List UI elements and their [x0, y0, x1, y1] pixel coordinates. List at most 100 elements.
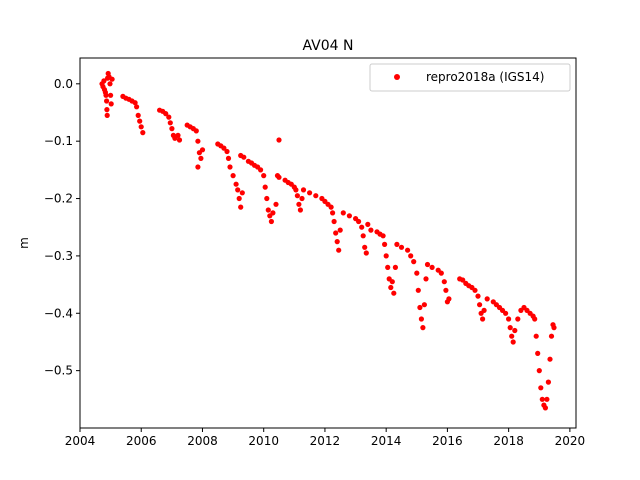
y-tick-label: −0.4 — [44, 306, 73, 320]
data-point — [446, 296, 452, 302]
x-tick-label: 2018 — [493, 434, 524, 448]
data-point — [264, 195, 270, 202]
data-point — [389, 279, 395, 285]
data-point — [532, 316, 538, 322]
y-tick-label: −0.2 — [44, 192, 73, 206]
data-point — [166, 114, 172, 120]
data-point — [548, 333, 555, 339]
data-point — [195, 164, 201, 170]
data-point — [199, 147, 206, 153]
data-point — [408, 253, 414, 259]
data-point — [261, 173, 267, 179]
data-point — [441, 279, 447, 285]
data-point — [477, 302, 483, 308]
data-point — [297, 207, 303, 213]
data-point — [368, 227, 374, 233]
chart-title: AV04 N — [303, 38, 354, 54]
data-point — [230, 173, 236, 179]
y-tick-label: 0.0 — [54, 77, 73, 91]
data-point — [108, 92, 114, 98]
data-point — [293, 187, 299, 193]
data-point — [538, 385, 544, 391]
x-tick-label: 2010 — [248, 434, 279, 448]
data-point — [227, 164, 233, 170]
data-point — [331, 218, 337, 225]
data-point — [545, 379, 552, 385]
axes-frame — [79, 57, 577, 429]
data-point — [391, 290, 397, 296]
data-point — [539, 396, 545, 402]
x-tick-label: 2006 — [126, 434, 157, 448]
data-point — [365, 221, 371, 227]
data-point — [429, 264, 435, 270]
data-point — [503, 310, 509, 316]
data-point — [333, 230, 339, 236]
data-point — [480, 316, 486, 322]
data-point — [167, 120, 173, 126]
data-point — [276, 174, 282, 180]
data-point — [388, 284, 394, 291]
data-point — [334, 239, 340, 245]
data-point — [542, 405, 549, 411]
data-point — [515, 316, 521, 322]
data-point — [236, 195, 242, 202]
data-point — [417, 304, 423, 311]
data-point — [265, 207, 271, 213]
data-point — [134, 104, 140, 110]
data-point — [294, 193, 300, 199]
data-point — [337, 227, 343, 233]
data-point — [415, 287, 421, 293]
data-point — [359, 224, 365, 230]
data-point — [137, 118, 143, 124]
data-point — [258, 167, 264, 173]
data-point — [328, 204, 334, 210]
legend: repro2018a (IGS14) — [369, 63, 571, 92]
data-point — [380, 233, 386, 239]
x-tick-label: 2020 — [555, 434, 586, 448]
data-point — [238, 204, 244, 210]
x-axis: 2004 2006 2008 2010 2012 2014 2016 2018 2020 — [65, 428, 585, 448]
data-point — [104, 112, 110, 118]
data-point — [418, 316, 424, 322]
data-point — [336, 247, 342, 253]
data-point — [195, 138, 201, 144]
data-point — [443, 287, 449, 293]
data-point — [330, 210, 336, 216]
data-point — [175, 132, 181, 138]
data-point — [163, 111, 169, 117]
data-point — [509, 333, 515, 339]
data-point — [135, 112, 141, 118]
data-point — [198, 155, 204, 161]
data-point — [414, 270, 420, 276]
data-point — [420, 325, 426, 331]
data-point — [273, 201, 279, 207]
data-point — [340, 210, 346, 216]
data-point — [296, 201, 302, 207]
data-point — [307, 190, 313, 196]
data-point — [138, 124, 144, 130]
legend-marker — [394, 74, 400, 80]
data-point — [472, 287, 478, 293]
legend-label: repro2018a (IGS14) — [426, 70, 544, 84]
data-point — [233, 181, 239, 187]
data-point — [241, 154, 247, 160]
data-point — [394, 241, 400, 247]
data-point — [512, 327, 518, 334]
data-point — [225, 155, 232, 161]
data-point — [132, 100, 138, 106]
data-point — [383, 253, 389, 259]
data-point — [544, 396, 550, 402]
data-point — [362, 244, 368, 250]
data-point — [176, 137, 183, 143]
data-point — [313, 193, 319, 199]
data-point — [507, 325, 513, 331]
data-point — [481, 307, 487, 313]
data-point — [356, 218, 362, 225]
series-points — [99, 70, 557, 411]
x-tick-label: 2008 — [187, 434, 218, 448]
data-point — [484, 296, 490, 302]
data-point — [270, 210, 276, 216]
y-tick-label: −0.3 — [44, 249, 73, 263]
data-point — [411, 259, 417, 265]
data-point — [421, 302, 427, 308]
